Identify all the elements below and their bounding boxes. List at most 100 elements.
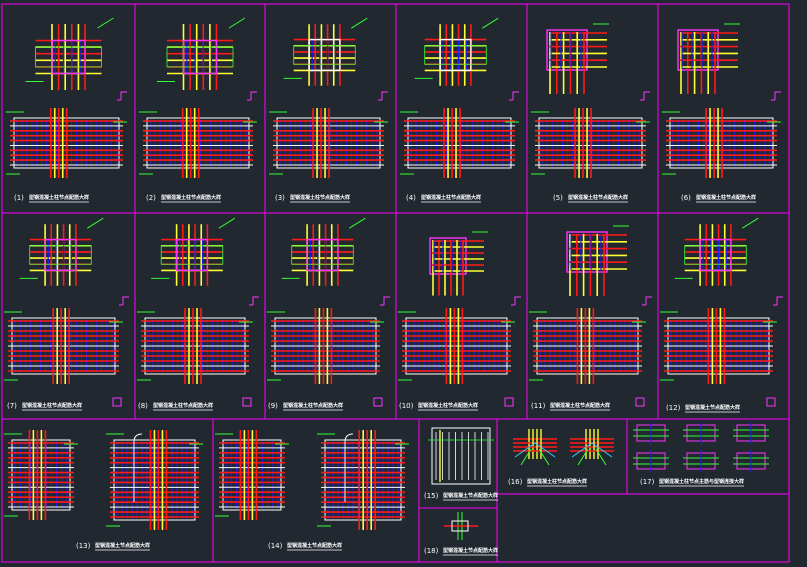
detail-number: (1) (14, 194, 24, 202)
detail-panel (400, 17, 519, 178)
detail-caption: 型钢混凝土柱节点配筋大样 (29, 194, 89, 201)
panel-frames (1, 3, 790, 563)
detail-number: (17) (640, 478, 655, 486)
leader-line (218, 217, 236, 229)
steel-core-outline (566, 231, 608, 273)
section-mark (511, 296, 521, 306)
detail-panel (531, 23, 650, 178)
steel-core-outline (546, 29, 588, 71)
detail-number: (9) (268, 402, 278, 410)
detail-caption: 型钢混凝土柱节点配筋大样 (568, 194, 628, 201)
detail-label: (16) 型钢混凝土柱节点配筋大样 (508, 478, 587, 487)
detail-panel (215, 430, 409, 530)
leader-line (97, 17, 114, 29)
detail-number: (5) (553, 194, 563, 202)
detail-label: (1) 型钢混凝土柱节点配筋大样 (14, 194, 89, 203)
detail-number: (14) (268, 542, 283, 550)
detail-label: (8) 型钢混凝土柱节点配筋大样 (138, 402, 213, 411)
beam-outline (160, 245, 224, 265)
detail-panel (444, 512, 478, 540)
section-mark (119, 296, 129, 306)
detail-caption: 型钢混凝土节点配筋大样 (443, 492, 498, 499)
detail-caption: 型钢混凝土节点配筋大样 (287, 542, 342, 549)
steel-core-outline (699, 238, 732, 272)
detail-label: (9) 型钢混凝土柱节点配筋大样 (268, 402, 343, 411)
section-mark (380, 296, 390, 306)
detail-panel (6, 17, 127, 178)
leader-line (538, 448, 550, 466)
detail-caption: 型钢混凝土节点配筋大样 (685, 404, 740, 411)
section-mark (242, 397, 252, 407)
steel-core-outline (439, 38, 472, 72)
detail-label: (6) 型钢混凝土柱节点配筋大样 (681, 194, 756, 203)
detail-panel (269, 17, 388, 178)
detail-label: (17) 型钢混凝土柱节点主筋与型钢连接大样 (640, 478, 744, 487)
detail-panel (139, 17, 257, 178)
section-mark (642, 296, 652, 306)
detail-caption: 型钢混凝土柱节点配筋大样 (421, 194, 481, 201)
detail-number: (3) (275, 194, 285, 202)
detail-caption: 型钢混凝土节点配筋大样 (95, 542, 150, 549)
section-mark (117, 91, 127, 101)
beam-outline (293, 45, 356, 65)
steel-core-outline (44, 238, 77, 272)
beam-outline (684, 245, 747, 265)
stirrup-line (571, 442, 613, 458)
section-mark (112, 397, 122, 407)
leader-line (595, 448, 607, 466)
beam-outline (424, 45, 487, 65)
steel-core-outline (677, 29, 719, 71)
leader-line (520, 448, 532, 466)
detail-panel (633, 422, 769, 472)
steel-core-outline (175, 238, 209, 272)
detail-panel (660, 217, 783, 407)
detail-panel (662, 23, 781, 178)
leader-line (577, 448, 589, 466)
drawing-art (4, 17, 783, 540)
section-mark (247, 91, 257, 101)
detail-label: (5) 型钢混凝土柱节点配筋大样 (553, 194, 628, 203)
detail-panel (137, 217, 259, 407)
section-mark (640, 91, 650, 101)
detail-label: (18) 型钢混凝土节点配筋大样 (424, 547, 498, 556)
detail-caption: 型钢混凝土柱节点配筋大样 (22, 402, 82, 409)
detail-number: (12) (666, 404, 681, 412)
section-mark (249, 296, 259, 306)
steel-core-outline (306, 238, 339, 272)
detail-label: (13) 型钢混凝土节点配筋大样 (76, 542, 150, 551)
detail-panel (4, 430, 203, 530)
detail-caption: 型钢混凝土柱节点配筋大样 (527, 478, 587, 485)
steel-core-outline (308, 38, 341, 72)
detail-label: (11) 型钢混凝土柱节点配筋大样 (531, 402, 610, 411)
section-mark (635, 397, 645, 407)
beam-outline (166, 46, 234, 68)
beam-outline (431, 427, 491, 485)
section-mark (378, 91, 388, 101)
leader-line (349, 217, 366, 229)
detail-caption: 型钢混凝土柱节点配筋大样 (153, 402, 213, 409)
detail-panel (4, 217, 129, 407)
detail-label: (14) 型钢混凝土节点配筋大样 (268, 542, 342, 551)
leader-line (87, 217, 104, 229)
stirrup-line (514, 442, 556, 458)
section-mark (771, 91, 781, 101)
section-mark (373, 397, 383, 407)
detail-panel (513, 429, 614, 466)
detail-caption: 型钢混凝土柱节点主筋与型钢连接大样 (659, 478, 744, 485)
detail-label: (10) 型钢混凝土柱节点配筋大样 (399, 402, 478, 411)
steel-core-outline (429, 237, 467, 275)
beam-outline (29, 245, 92, 265)
hook-bar (133, 433, 143, 502)
beam-outline (291, 245, 354, 265)
steel-core-outline (182, 39, 218, 75)
leader-line (351, 17, 368, 29)
detail-caption: 型钢混凝土柱节点配筋大样 (283, 402, 343, 409)
steel-core-outline (51, 39, 86, 75)
detail-label: (15) 型钢混凝土节点配筋大样 (424, 492, 498, 501)
detail-label: (2) 型钢混凝土柱节点配筋大样 (146, 194, 221, 203)
detail-panel (398, 231, 521, 407)
detail-number: (16) (508, 478, 523, 486)
detail-label: (7) 型钢混凝土柱节点配筋大样 (7, 402, 82, 411)
detail-panel (529, 225, 652, 407)
